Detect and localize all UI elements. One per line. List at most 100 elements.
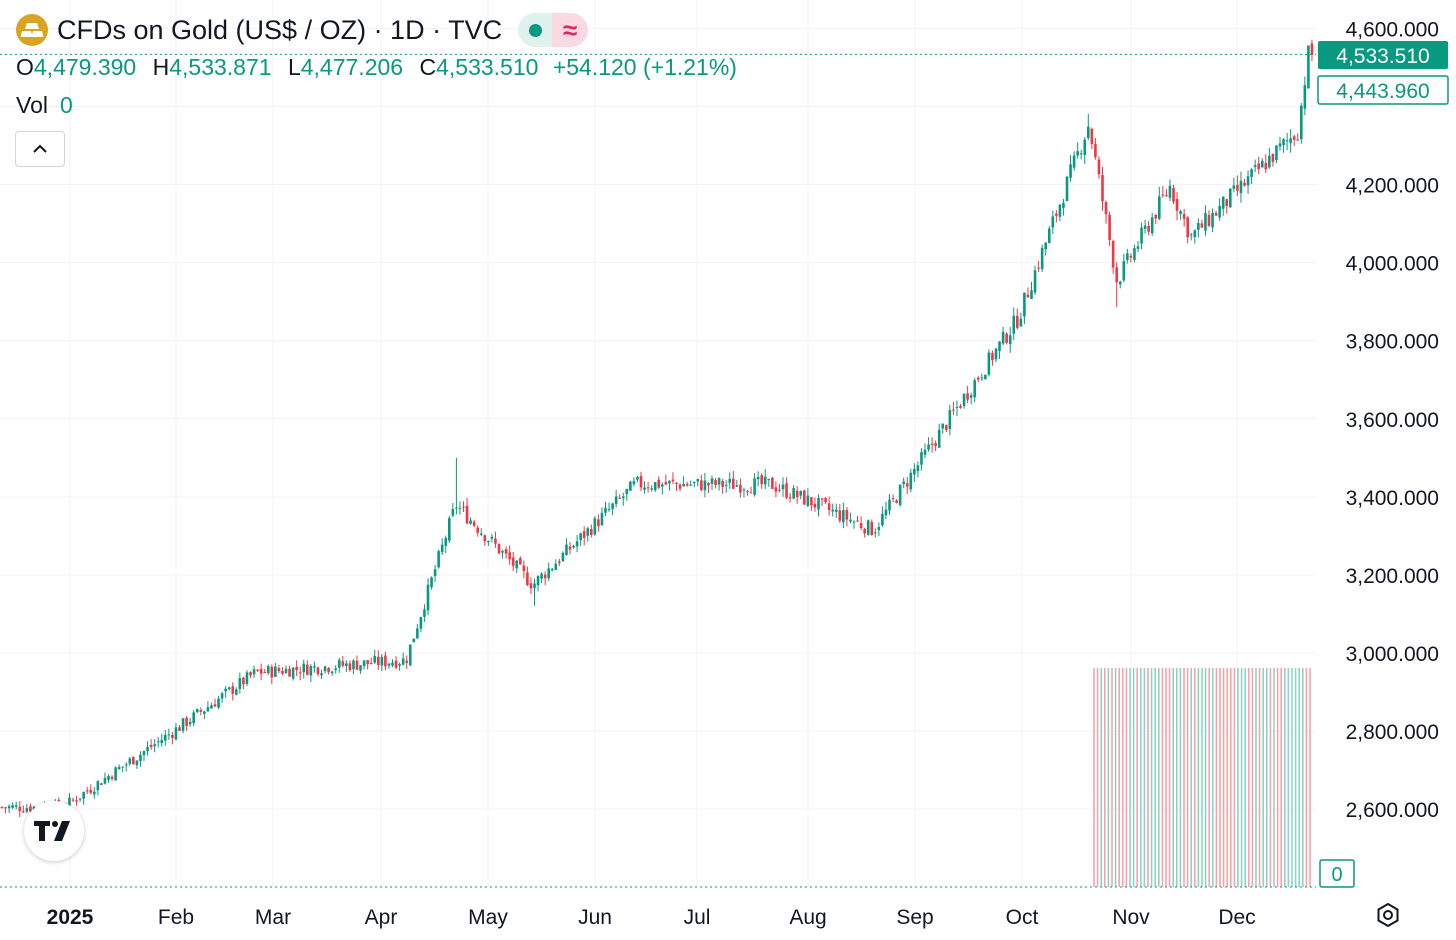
settings-gear-icon[interactable] [1374, 901, 1402, 929]
candle-body [1236, 184, 1239, 191]
candle-body [355, 660, 359, 670]
candle-body [391, 662, 394, 666]
candle-body [1161, 194, 1165, 196]
candle-body [110, 776, 114, 780]
price-tick-label: 2,600.000 [1346, 799, 1439, 822]
candle-body [263, 672, 266, 674]
candle-body [124, 764, 128, 766]
candle-body [739, 484, 742, 493]
candle-body [671, 479, 675, 482]
candle-body [923, 449, 927, 455]
price-tick-label: 4,200.000 [1346, 175, 1439, 198]
crosshair-price-badge: 4,443.960 [1336, 80, 1429, 103]
time-axis: 2025 Feb Mar Apr May Jun Jul Aug Sep Oct Nov Dec [47, 906, 1256, 929]
low-value: 4,477.206 [300, 54, 404, 80]
candle-body [419, 617, 423, 629]
candle-body [93, 791, 96, 795]
candle-body [362, 660, 366, 667]
candle-body [117, 767, 121, 770]
candle-body [973, 380, 976, 398]
candle-body [295, 666, 298, 671]
candle-body [813, 503, 817, 508]
candle-body [976, 377, 980, 380]
open-value: 4,479.390 [33, 54, 137, 80]
candle-body [85, 790, 89, 792]
candle-body [795, 490, 799, 498]
candle-body [895, 500, 898, 504]
candle-body [1101, 174, 1104, 202]
candle-body [71, 799, 75, 801]
candle-body [167, 734, 171, 736]
status-pills[interactable]: ≈ [518, 13, 589, 47]
candle-body [1310, 43, 1314, 55]
candle-body [632, 481, 636, 485]
candle-body [1278, 143, 1282, 147]
candle-body [451, 508, 455, 516]
candle-body [511, 557, 515, 566]
candle-body [1069, 164, 1072, 178]
candle-body [199, 710, 203, 712]
candle-body [249, 672, 252, 676]
candle-body [416, 628, 419, 639]
candle-body [149, 744, 153, 748]
candle-body [29, 806, 32, 812]
candle-body [1055, 213, 1058, 216]
candle-body [962, 393, 966, 407]
candle-body [760, 475, 763, 485]
candle-body [327, 668, 330, 673]
candle-body [1047, 228, 1051, 244]
candle-body [689, 484, 692, 486]
high-label: H [152, 54, 170, 80]
candle-body [501, 551, 504, 553]
price-tick-label: 3,800.000 [1346, 331, 1439, 354]
candle-body [259, 668, 263, 674]
candle-body [270, 666, 274, 678]
market-open-dot-icon[interactable] [518, 13, 553, 47]
time-tick-label: 2025 [47, 906, 94, 929]
candle-body [1186, 217, 1189, 238]
price-tick-label: 2,800.000 [1346, 721, 1439, 744]
candle-body [284, 668, 288, 674]
tradingview-logo-icon[interactable] [24, 801, 84, 861]
candle-body [767, 479, 771, 481]
candle-body [1126, 253, 1129, 261]
time-tick-label: Aug [789, 906, 826, 929]
candle-body [1062, 203, 1065, 208]
candle-body [980, 377, 984, 379]
candle-body [1150, 217, 1154, 234]
candle-body [824, 498, 827, 503]
candle-body [1296, 139, 1300, 141]
candle-body [614, 496, 618, 504]
candle-body [1090, 128, 1094, 145]
candlestick-series [0, 39, 1314, 818]
candle-body [930, 443, 934, 445]
candle-body [1033, 270, 1037, 293]
candle-body [728, 478, 732, 483]
approx-data-icon[interactable]: ≈ [552, 13, 589, 47]
candle-body [1087, 126, 1090, 139]
candle-body [135, 760, 139, 766]
candle-body [636, 476, 639, 480]
candle-body [639, 476, 643, 488]
candle-body [448, 518, 451, 541]
time-tick-label: Jul [684, 906, 711, 929]
symbol-header[interactable]: CFDs on Gold (US$ / OZ) · 1D · TVC ≈ [16, 12, 589, 48]
candle-body [586, 528, 590, 536]
time-tick-label: Jun [578, 906, 612, 929]
candle-body [313, 666, 316, 668]
candle-body [1285, 140, 1289, 142]
candle-body [1143, 225, 1147, 229]
collapse-legend-button[interactable] [15, 131, 65, 167]
time-tick-label: May [468, 906, 508, 929]
symbol-title: CFDs on Gold (US$ / OZ) · 1D · TVC [57, 14, 503, 45]
volume-legend[interactable]: Vol 0 [16, 92, 73, 119]
candle-body [998, 341, 1001, 352]
candle-body [1307, 45, 1310, 89]
candle-body [831, 509, 834, 512]
candle-body [863, 528, 866, 534]
candle-body [668, 480, 671, 484]
candle-body [859, 523, 863, 528]
candle-body [664, 481, 668, 485]
candle-body [316, 667, 320, 675]
